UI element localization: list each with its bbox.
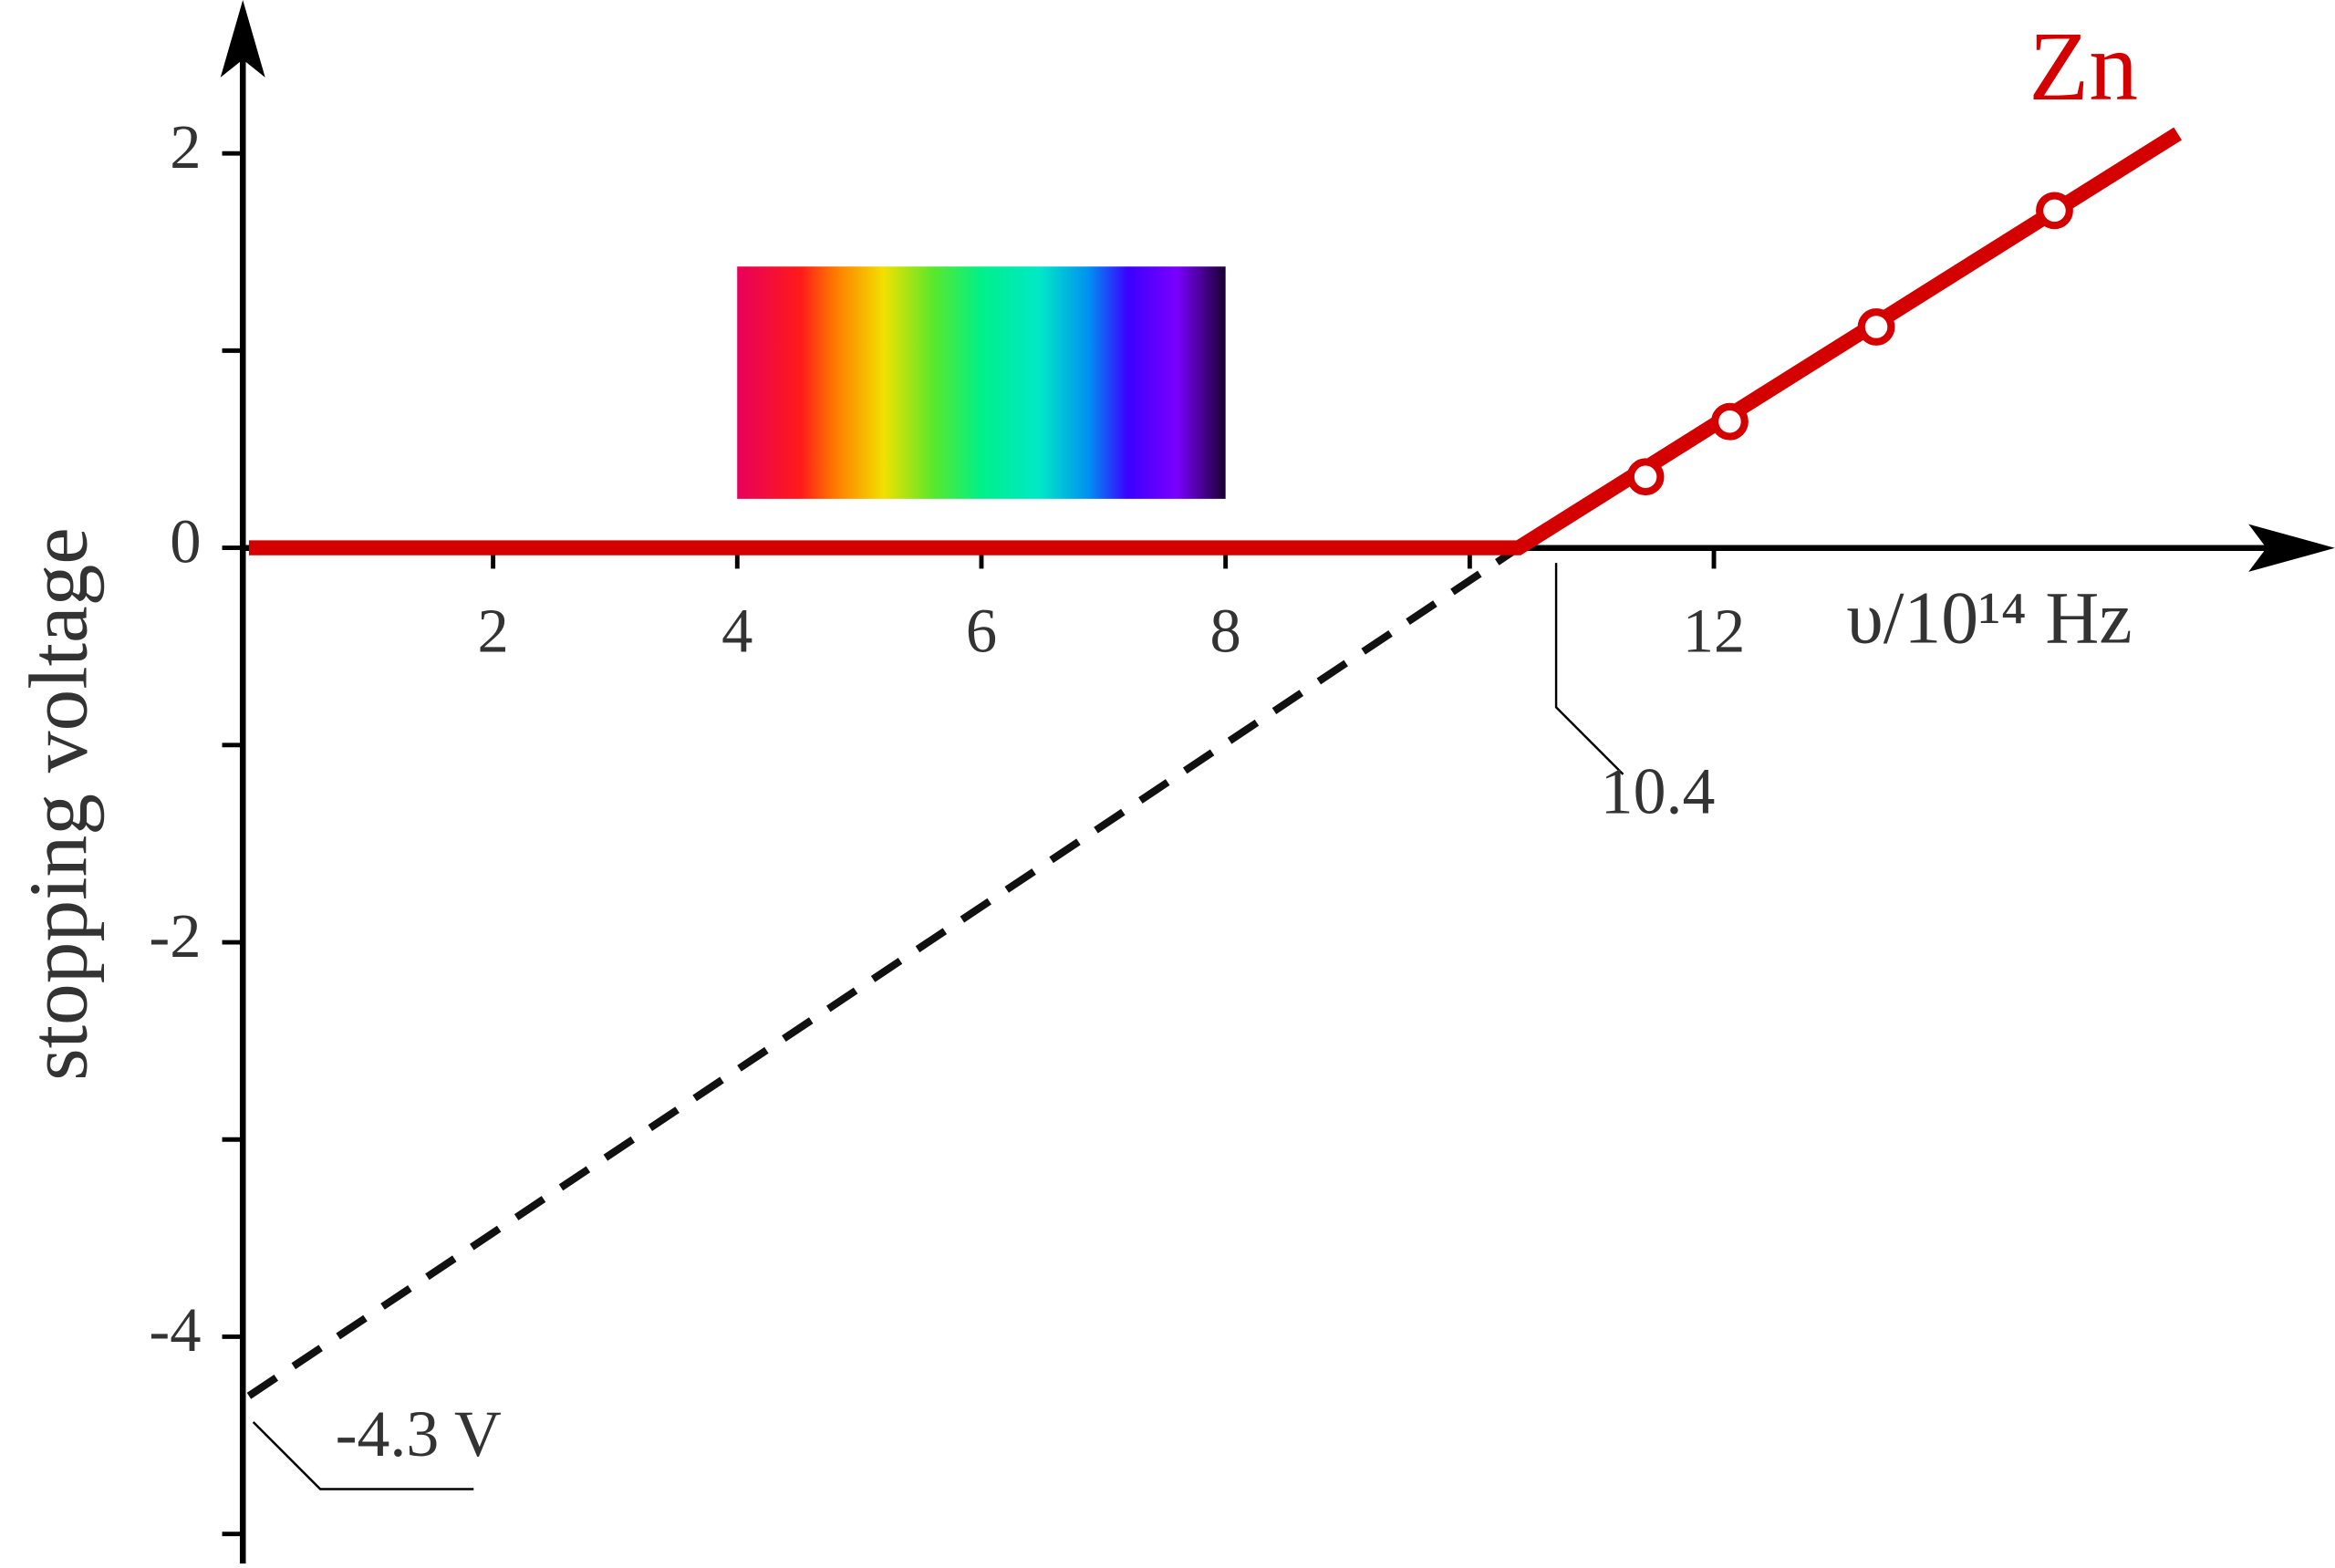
- y-tick-label: 0: [170, 506, 201, 576]
- x-axis-arrow: [2248, 524, 2335, 572]
- data-point: [1626, 458, 1665, 496]
- leader-line: [252, 1421, 474, 1490]
- x-axis-label: υ/10¹⁴ Hz: [1846, 576, 2132, 659]
- y-axis-label: stopping voltage: [13, 527, 105, 1081]
- series-label: Zn: [2029, 13, 2138, 121]
- series-line: [248, 127, 2182, 556]
- extrapolation-line: [246, 545, 1521, 1399]
- x-tick-label: 12: [1683, 596, 1746, 665]
- data-point: [2036, 192, 2073, 230]
- x-tick-label: 2: [477, 596, 508, 665]
- y-tick-label: -4: [149, 1295, 201, 1365]
- data-point: [1711, 402, 1749, 441]
- x-tick-label: 8: [1210, 596, 1241, 665]
- annotation: 10.4: [1601, 754, 1716, 827]
- spectrum: [737, 266, 1226, 499]
- annotation: -4.3 V: [336, 1397, 502, 1470]
- data-point: [1857, 308, 1895, 346]
- x-tick-label: 4: [721, 596, 752, 665]
- y-tick-label: -2: [149, 901, 201, 971]
- x-tick-label: 6: [966, 596, 997, 665]
- y-tick-label: 2: [170, 112, 201, 182]
- y-axis-arrow: [220, 0, 265, 78]
- leader-line: [1554, 563, 1624, 775]
